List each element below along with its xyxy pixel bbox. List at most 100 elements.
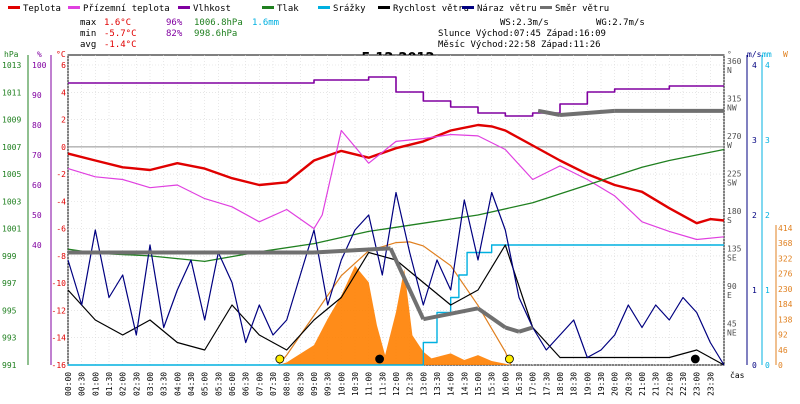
tick-label-rad: 230 (778, 285, 793, 294)
tick-label-time: 16:30 (515, 372, 524, 396)
series-line-teplota (67, 123, 725, 225)
axis-unit-rain: mm (762, 50, 772, 59)
tick-label-rad: 138 (778, 315, 793, 324)
x-axis-label: čas (730, 370, 745, 380)
tick-label-time: 15:00 (474, 372, 483, 396)
stat-min-label: min (80, 29, 96, 39)
tick-label-time: 02:00 (119, 372, 128, 396)
stat-min-hum: 82% (166, 29, 183, 39)
tick-label-temp: 2 (61, 116, 66, 125)
tick-label-wind: 4 (752, 61, 757, 70)
legend-item: Rychlost větru (378, 4, 469, 14)
tick-label-pct: 50 (32, 211, 42, 220)
tick-label-rain: 0 (765, 361, 770, 370)
tick-label-time: 14:30 (460, 372, 469, 396)
tick-label-temp: -12 (52, 306, 67, 315)
stat-max-press: 1006.8hPa (194, 18, 243, 28)
tick-label-rad: 92 (778, 331, 788, 340)
tick-label-time: 11:00 (365, 372, 374, 396)
stat-avg-label: avg (80, 40, 96, 50)
tick-label-time: 12:00 (392, 372, 401, 396)
legend-label: Tlak (277, 4, 299, 14)
tick-label-hpa: 999 (2, 252, 17, 261)
radiation-area (278, 265, 511, 365)
tick-label-time: 06:00 (228, 372, 237, 396)
tick-label-rain: 2 (765, 211, 770, 220)
tick-label-time: 03:30 (160, 372, 169, 396)
legend-item: Náraz větru (462, 4, 537, 14)
stat-min-press: 998.6hPa (194, 29, 237, 39)
tick-label-temp: 6 (61, 61, 66, 70)
tick-label-time: 20:00 (611, 372, 620, 396)
stat-avg-temp: -1.4°C (104, 40, 137, 50)
stat-max-temp: 1.6°C (104, 18, 131, 28)
wind-direction-segment (388, 247, 426, 321)
tick-label-time: 13:00 (419, 372, 428, 396)
series-line-p-zemn-teplota (67, 129, 725, 241)
tick-label-time: 20:30 (624, 372, 633, 396)
tick-label-hpa: 1005 (2, 170, 21, 179)
tick-label-time: 17:00 (529, 372, 538, 396)
stat-ws: WS:2.3m/s (500, 18, 549, 28)
legend-swatch (8, 6, 20, 9)
tick-label-rad: 322 (778, 254, 793, 263)
legend-swatch (462, 6, 474, 9)
tick-label-temp: 0 (61, 143, 66, 152)
legend-label: Směr větru (555, 4, 609, 14)
wind-direction-segment (313, 246, 391, 255)
tick-label-temp: -6 (56, 225, 66, 234)
tick-label-rad: 0 (778, 361, 783, 370)
marker-sunset (505, 354, 514, 364)
tick-label-wind: 1 (752, 286, 757, 295)
tick-label-pct: 70 (32, 151, 42, 160)
tick-label-time: 17:30 (542, 372, 551, 396)
tick-label-dir: NW (727, 104, 737, 113)
legend-swatch (262, 6, 274, 9)
tick-label-time: 00:30 (78, 372, 87, 396)
tick-label-time: 08:30 (296, 372, 305, 396)
legend-item: Přízemní teplota (68, 4, 170, 14)
marker-moonrise (690, 354, 700, 364)
tick-label-rad: 368 (778, 239, 793, 248)
tick-label-hpa: 1011 (2, 88, 21, 97)
wind-direction-segment (422, 306, 479, 322)
tick-label-time: 22:30 (679, 372, 688, 396)
series-line-n-raz-v-tru (67, 191, 725, 366)
tick-label-rad: 46 (778, 346, 788, 355)
tick-label-time: 02:30 (132, 372, 141, 396)
tick-label-dir: SW (727, 179, 737, 188)
tick-label-deg: 135 (727, 245, 742, 254)
tick-label-time: 19:00 (583, 372, 592, 396)
tick-label-time: 04:00 (173, 372, 182, 396)
legend-label: Vlhkost (193, 4, 231, 14)
wind-direction-segment (559, 108, 615, 117)
legend: Teplota Přízemní teplota Vlhkost Tlak Srážky… (8, 4, 609, 14)
tick-label-time: 07:30 (269, 372, 278, 396)
tick-label-deg: 360 (727, 57, 742, 66)
legend-label: Náraz větru (477, 4, 537, 14)
legend-item: Srážky (318, 4, 366, 14)
markers-layer (275, 354, 700, 364)
legend-item: Tlak (262, 4, 299, 14)
tick-label-hpa: 1009 (2, 116, 21, 125)
legend-item: Vlhkost (178, 4, 231, 14)
tick-label-deg: 90 (727, 282, 737, 291)
axis-unit-hpa: hPa (4, 50, 19, 59)
tick-label-hpa: 1003 (2, 197, 21, 206)
tick-label-rad: 276 (778, 270, 793, 279)
tick-label-wind: 0 (752, 361, 757, 370)
tick-label-time: 06:30 (242, 372, 251, 396)
stat-min-temp: -5.7°C (104, 29, 137, 39)
tick-label-deg: 225 (727, 170, 742, 179)
tick-label-time: 09:30 (324, 372, 333, 396)
tick-label-time: 04:30 (187, 372, 196, 396)
tick-label-dir: SE (727, 254, 737, 263)
tick-label-time: 10:30 (351, 372, 360, 396)
tick-label-hpa: 991 (2, 361, 17, 370)
tick-label-time: 13:30 (433, 372, 442, 396)
tick-label-hpa: 1013 (2, 61, 21, 70)
tick-label-hpa: 1001 (2, 225, 21, 234)
tick-label-wind: 3 (752, 136, 757, 145)
axis-unit-rad: W (783, 50, 788, 59)
